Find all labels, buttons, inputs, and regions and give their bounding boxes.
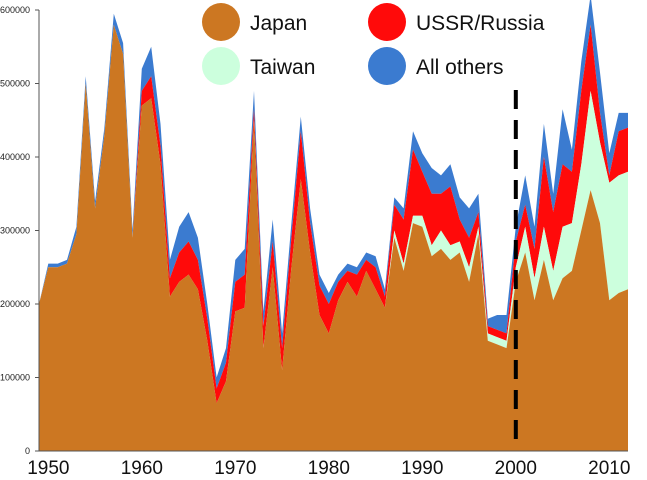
legend-swatch-all-others	[368, 47, 406, 85]
x-tick-label: 1950	[27, 458, 69, 479]
x-tick-label: 1970	[214, 458, 256, 479]
y-axis-tick-labels: 0 100000 200000 300000 400000 500000 600000	[0, 5, 39, 456]
axes	[38, 10, 628, 452]
legend-swatch-ussr-russia	[368, 3, 406, 41]
y-tick-label: 100000	[0, 373, 30, 383]
legend-label-japan: Japan	[250, 12, 307, 35]
x-tick-label: 1960	[121, 458, 163, 479]
y-tick-label: 600000	[0, 5, 30, 15]
legend-label-taiwan: Taiwan	[250, 56, 315, 79]
area-series-japan	[39, 24, 628, 451]
legend-swatch-japan	[202, 3, 240, 41]
legend-label-ussr-russia: USSR/Russia	[416, 12, 545, 35]
y-tick-label: 200000	[0, 299, 30, 309]
y-tick-label: 300000	[0, 226, 30, 236]
x-tick-label: 1980	[308, 458, 350, 479]
x-tick-label: 2010	[588, 458, 630, 479]
x-tick-label: 2000	[495, 458, 537, 479]
x-tick-label: 1990	[401, 458, 443, 479]
y-tick-label: 400000	[0, 152, 30, 162]
x-axis-tick-labels: 1950 1960 1970 1980 1990 2000 2010	[27, 458, 630, 479]
legend-label-all-others: All others	[416, 56, 504, 79]
legend-swatch-taiwan	[202, 47, 240, 85]
y-tick-label: 500000	[0, 79, 30, 89]
legend: Japan Taiwan USSR/Russia All others	[202, 3, 545, 85]
y-tick-label: 0	[25, 446, 30, 456]
stacked-areas	[39, 0, 628, 451]
